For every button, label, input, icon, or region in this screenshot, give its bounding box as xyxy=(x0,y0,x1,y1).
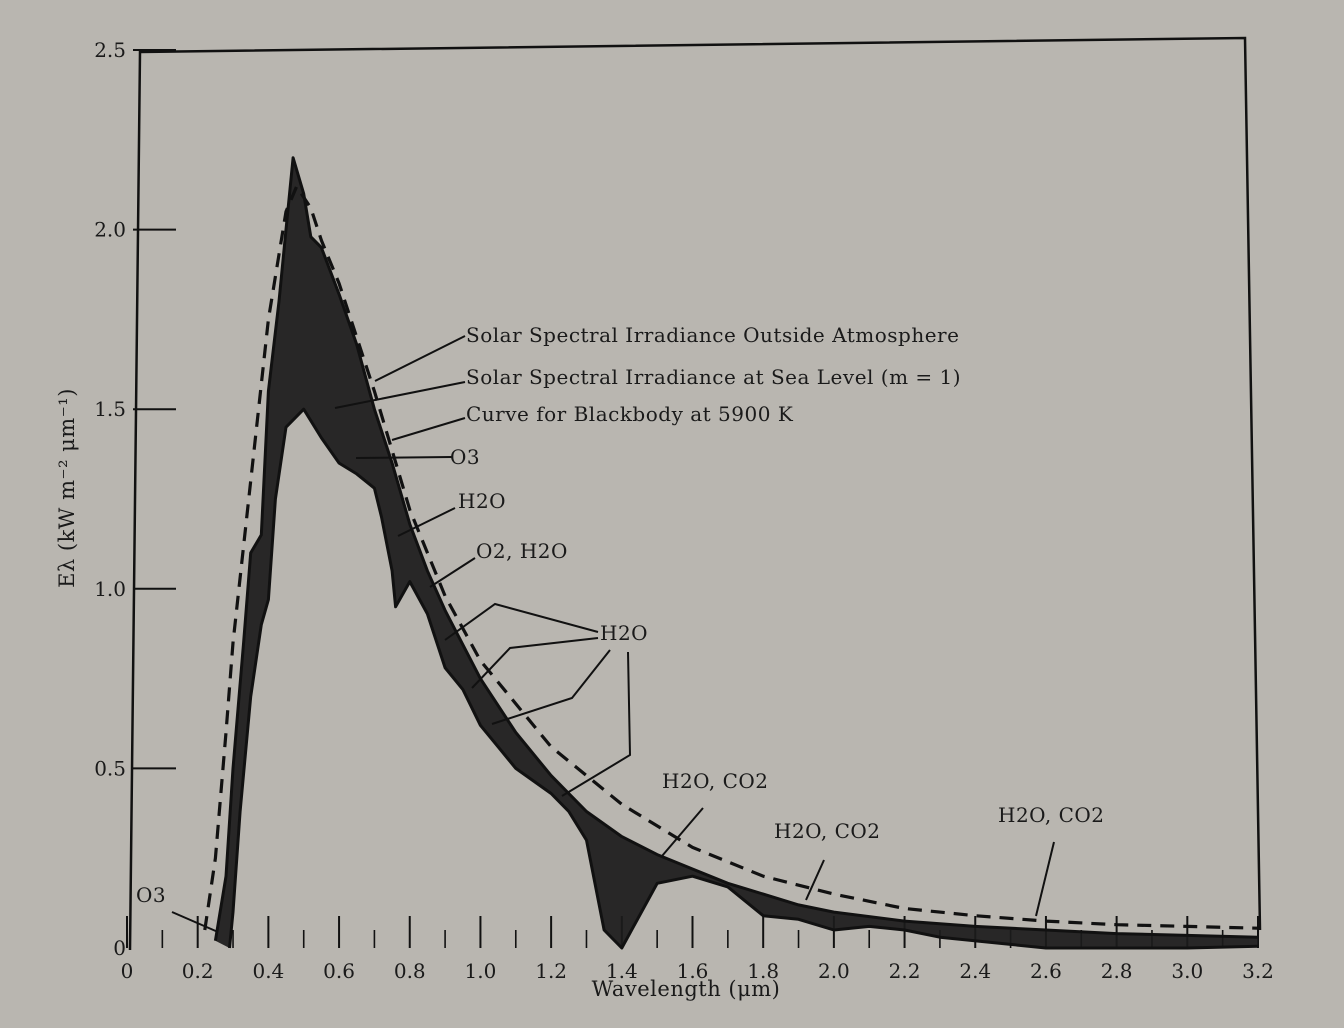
x-tick-label: 1.4 xyxy=(606,959,638,983)
x-tick-label: 1.2 xyxy=(535,959,567,983)
label-h2o-co2-2: H2O, CO2 xyxy=(774,819,881,843)
x-tick-label: 0.2 xyxy=(182,959,214,983)
label-h2o-2: H2O xyxy=(600,621,648,645)
x-tick-label: 0 xyxy=(121,959,134,983)
y-tick-label: 2.5 xyxy=(94,38,126,62)
x-tick-label: 2.2 xyxy=(889,959,921,983)
label-h2o-co2-1: H2O, CO2 xyxy=(662,769,769,793)
x-axis-ticks: 0 0.2 0.4 0.6 0.8 1.0 1.2 1.4 1.6 1.8 2.0 2.2 2.4 2.6… xyxy=(121,916,1274,983)
x-tick-label: 2.8 xyxy=(1101,959,1133,983)
series-line-1 xyxy=(228,407,1259,950)
y-axis-title: Eλ (kW m⁻² μm⁻¹) xyxy=(55,388,79,588)
series-line-2 xyxy=(203,184,1259,931)
x-tick-label: 1.0 xyxy=(465,959,497,983)
label-sea-level: Solar Spectral Irradiance at Sea Level (… xyxy=(466,365,961,389)
x-tick-label: 0.8 xyxy=(394,959,426,983)
y-tick-label: 1.0 xyxy=(94,577,126,601)
x-tick-label: 3.0 xyxy=(1171,959,1203,983)
y-tick-label: 2.0 xyxy=(94,218,126,242)
plot-frame xyxy=(128,36,1262,951)
x-tick-label: 3.2 xyxy=(1242,959,1274,983)
label-h2o-co2-3: H2O, CO2 xyxy=(998,803,1105,827)
series-line-0 xyxy=(213,156,1259,942)
y-tick-label: 0.5 xyxy=(94,756,126,780)
label-o3-lower: O3 xyxy=(136,883,166,907)
x-tick-label: 2.4 xyxy=(959,959,991,983)
absorption-area xyxy=(215,157,1258,949)
x-tick-label: 0.6 xyxy=(323,959,355,983)
x-tick-label: 0.4 xyxy=(252,959,284,983)
annotation-arrows xyxy=(171,335,1055,933)
label-o2-h2o: O2, H2O xyxy=(476,539,568,563)
label-outside-atmosphere: Solar Spectral Irradiance Outside Atmosp… xyxy=(466,323,959,347)
x-tick-label: 1.8 xyxy=(747,959,779,983)
x-axis-title: Wavelength (μm) xyxy=(592,977,781,1001)
x-tick-label: 2.0 xyxy=(818,959,850,983)
y-tick-label: 0 xyxy=(113,936,126,960)
x-tick-label: 2.6 xyxy=(1030,959,1062,983)
x-tick-label: 1.6 xyxy=(677,959,709,983)
label-blackbody: Curve for Blackbody at 5900 K xyxy=(466,402,794,426)
y-axis-ticks: 0 0.5 1.0 1.5 2.0 2.5 xyxy=(94,38,176,960)
label-o3-upper: O3 xyxy=(450,445,480,469)
series-lines xyxy=(203,156,1259,950)
label-h2o-1: H2O xyxy=(458,489,506,513)
y-tick-label: 1.5 xyxy=(94,397,126,421)
